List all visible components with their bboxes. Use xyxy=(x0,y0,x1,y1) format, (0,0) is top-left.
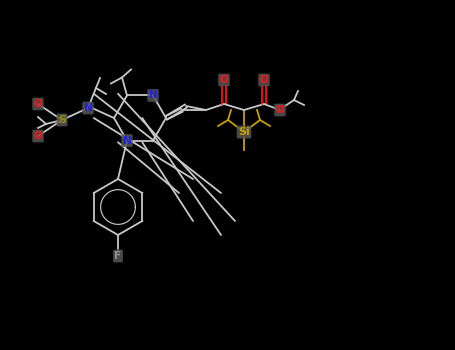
Text: N: N xyxy=(149,91,157,100)
Text: O: O xyxy=(34,99,42,109)
Text: N: N xyxy=(84,103,92,113)
Text: O: O xyxy=(34,131,42,141)
Text: N: N xyxy=(123,135,131,146)
Text: F: F xyxy=(115,251,121,261)
Text: S: S xyxy=(58,115,66,125)
Text: O: O xyxy=(220,75,228,85)
Text: O: O xyxy=(276,105,284,115)
Text: O: O xyxy=(260,75,268,85)
Text: Si: Si xyxy=(238,127,250,137)
